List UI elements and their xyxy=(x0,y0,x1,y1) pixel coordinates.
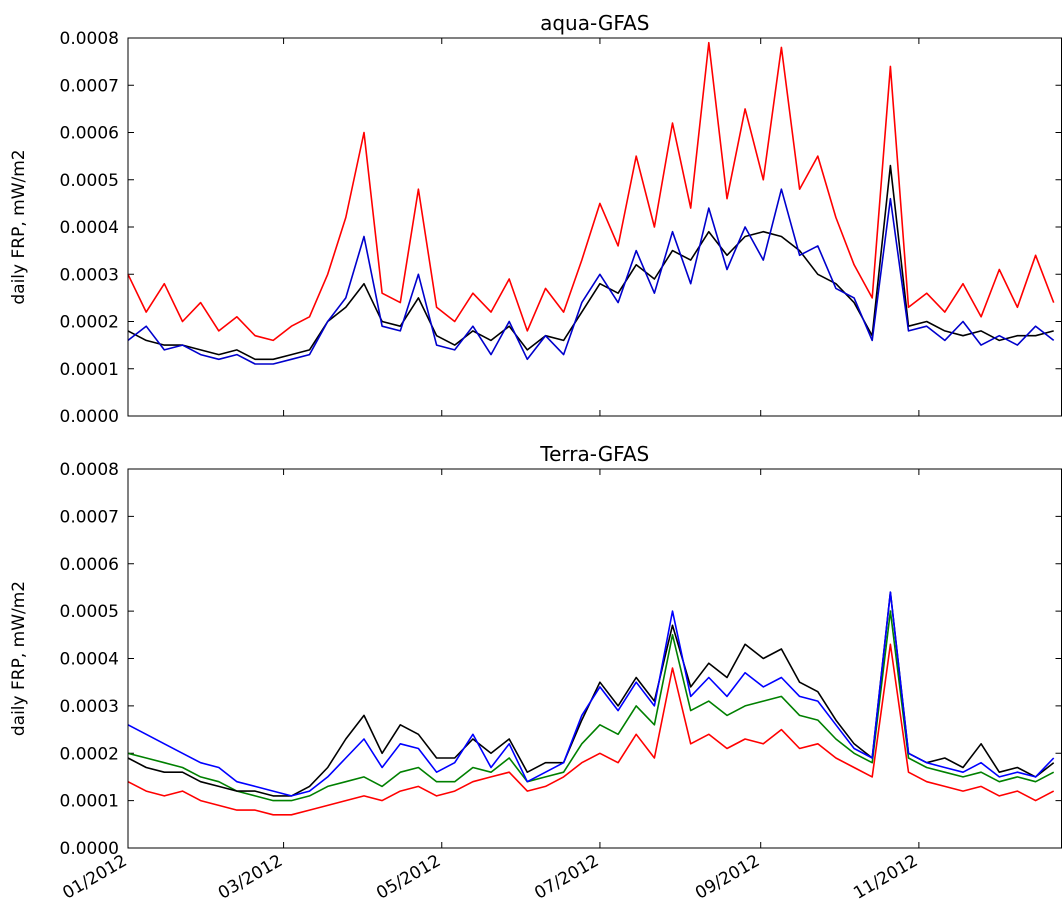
y-tick-label: 0.0008 xyxy=(60,29,119,49)
series-line xyxy=(127,591,1055,797)
y-tick-label: 0.0004 xyxy=(60,650,119,670)
y-tick-label: 0.0008 xyxy=(60,460,119,480)
x-tick-label: 09/2012 xyxy=(692,851,763,904)
series-line xyxy=(127,41,1055,342)
x-tick-label: 07/2012 xyxy=(531,851,602,904)
x-tick-label: 03/2012 xyxy=(215,851,286,904)
y-tick-label: 0.0000 xyxy=(60,407,119,427)
y-tick-label: 0.0003 xyxy=(60,697,119,717)
series-line xyxy=(127,610,1055,802)
y-tick-label: 0.0006 xyxy=(60,555,119,575)
series-line xyxy=(127,188,1055,365)
series-line xyxy=(127,643,1055,816)
chart-title: aqua-GFAS xyxy=(540,11,649,35)
plot-frame xyxy=(127,468,1062,849)
y-tick-label: 0.0002 xyxy=(60,313,119,333)
series-line xyxy=(127,591,1055,797)
y-axis-label: daily FRP, mW/m2 xyxy=(9,581,29,736)
y-tick-label: 0.0007 xyxy=(60,76,119,96)
x-tick-label: 05/2012 xyxy=(373,851,444,904)
y-tick-label: 0.0007 xyxy=(60,507,119,527)
y-tick-label: 0.0001 xyxy=(60,792,119,812)
y-axis-label: daily FRP, mW/m2 xyxy=(9,149,29,304)
y-tick-label: 0.0001 xyxy=(60,360,119,380)
series-line xyxy=(127,164,1054,361)
y-tick-label: 0.0006 xyxy=(60,124,119,144)
y-tick-label: 0.0005 xyxy=(60,602,119,622)
x-tick-label: 11/2012 xyxy=(850,851,921,904)
y-tick-label: 0.0000 xyxy=(60,839,119,859)
y-tick-label: 0.0003 xyxy=(60,265,119,285)
chart-title: Terra-GFAS xyxy=(539,442,649,466)
y-tick-label: 0.0002 xyxy=(60,744,119,764)
y-tick-label: 0.0004 xyxy=(60,218,119,238)
y-tick-label: 0.0005 xyxy=(60,171,119,191)
